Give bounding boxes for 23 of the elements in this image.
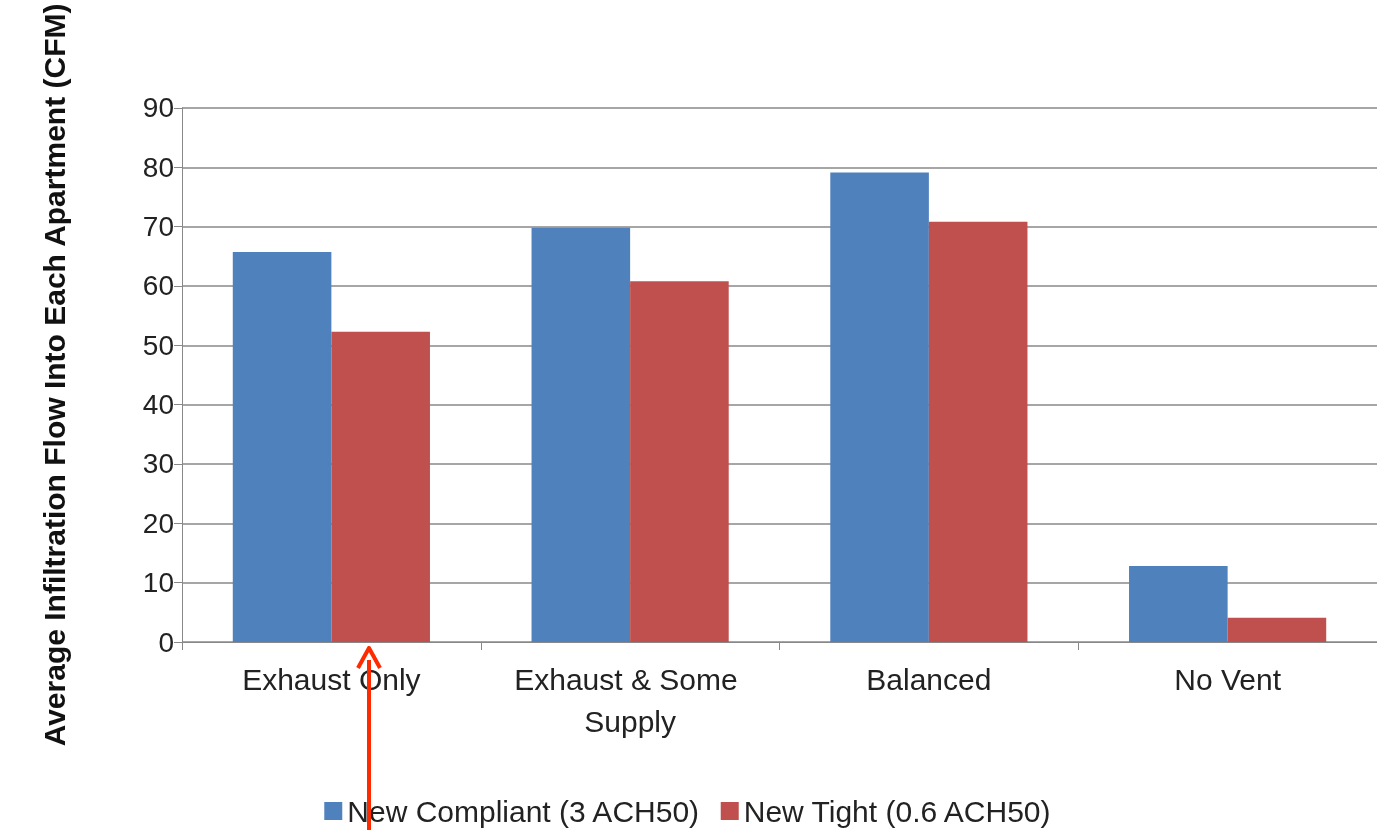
- y-tick-label: 70: [142, 211, 174, 243]
- bar: [331, 331, 430, 642]
- x-tick-label: Exhaust & Some Supply: [514, 662, 747, 738]
- y-tick-label: 50: [142, 329, 174, 361]
- x-tick-label: Balanced: [866, 662, 992, 696]
- y-tick-label: 10: [142, 567, 174, 599]
- bar: [531, 227, 631, 642]
- bar: [1129, 566, 1228, 642]
- bar: [1227, 617, 1327, 642]
- bar: [232, 252, 332, 642]
- y-tick-label: 80: [142, 151, 174, 183]
- x-tick-label: No Vent: [1174, 662, 1282, 696]
- y-axis-title: Average Infiltration Flow Into Each Apartment (CFM): [37, 3, 71, 747]
- bar: [830, 172, 929, 642]
- y-tick-label: 30: [142, 448, 174, 480]
- y-tick-label: 90: [142, 92, 174, 124]
- y-tick-label: 60: [142, 270, 174, 302]
- legend-label: New Tight (0.6 ACH50): [743, 794, 1051, 828]
- y-tick-label: 40: [142, 389, 174, 421]
- bar: [630, 281, 729, 642]
- bar: [928, 221, 1028, 642]
- y-tick-label: 0: [158, 626, 174, 658]
- y-tick-label: 20: [142, 507, 174, 539]
